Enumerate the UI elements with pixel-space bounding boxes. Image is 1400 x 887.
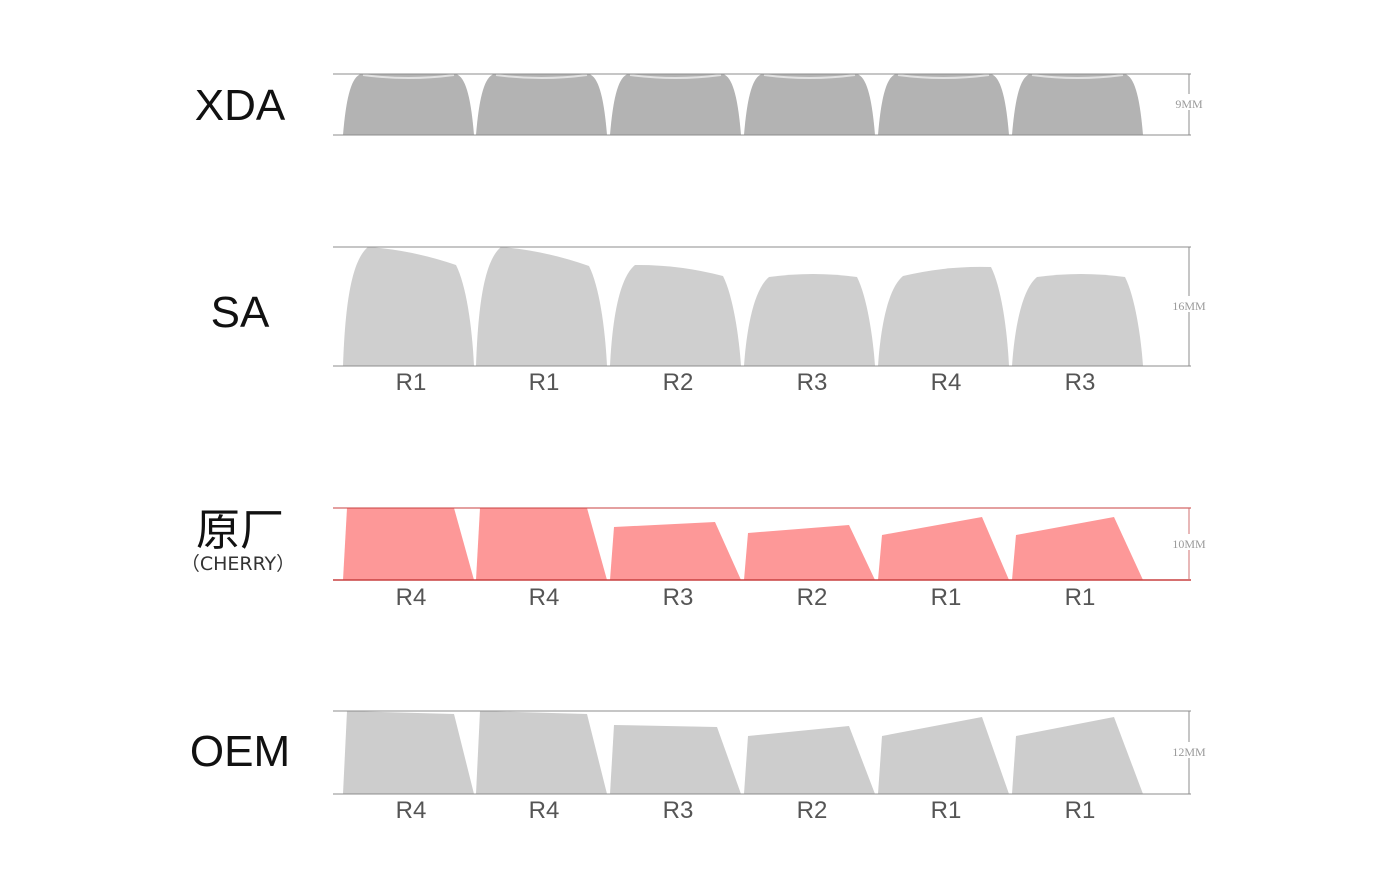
keycap-xda-6 (1012, 74, 1143, 135)
row-label: R3 (663, 797, 694, 824)
keycap-xda-5 (878, 74, 1009, 135)
row-label: R1 (1065, 797, 1096, 824)
row-label: R1 (931, 584, 962, 611)
keycap-cherry-3 (610, 522, 741, 580)
keycap-top-highlight (897, 74, 990, 79)
keycap-top-highlight (495, 74, 588, 79)
profile-xda: XDA 9MM (195, 73, 1203, 136)
keycap-cherry-2 (476, 508, 607, 580)
keycap-oem-6 (1012, 717, 1143, 794)
profile-oem: OEM 12MM R4 R4 R3 R2 R1 R1 (190, 710, 1206, 824)
keycap-xda-4 (744, 74, 875, 135)
keycap-sa-1 (343, 247, 474, 366)
profile-name: 原厂 (196, 506, 284, 555)
profile-name: SA (211, 288, 270, 337)
row-label: R1 (529, 369, 560, 396)
keycap-oem-3 (610, 725, 741, 794)
row-label: R1 (1065, 584, 1096, 611)
row-label: R4 (396, 584, 427, 611)
keycap-sa-5 (878, 266, 1009, 366)
keycap-top-highlight (1031, 74, 1124, 79)
keycap-top-highlight (629, 74, 722, 79)
row-label: R4 (396, 797, 427, 824)
row-label: R3 (797, 369, 828, 396)
keycap-sa-3 (610, 264, 741, 366)
keycap-oem-5 (878, 717, 1009, 794)
height-label: 12MM (1172, 745, 1206, 759)
height-label: 9MM (1175, 97, 1203, 111)
keycap-oem-2 (476, 711, 607, 794)
row-label: R3 (1065, 369, 1096, 396)
profile-name: XDA (195, 81, 286, 130)
keycap-xda-1 (343, 74, 474, 135)
profile-name: OEM (190, 727, 290, 776)
keycap-oem-1 (343, 711, 474, 794)
keycap-xda-2 (476, 74, 607, 135)
keycap-cherry-1 (343, 508, 474, 580)
keycap-cherry-5 (878, 517, 1009, 580)
keycap-cherry-6 (1012, 517, 1143, 580)
row-label: R4 (529, 797, 560, 824)
keycap-sa-4 (744, 274, 875, 366)
keycap-xda-3 (610, 74, 741, 135)
row-label: R1 (931, 797, 962, 824)
profile-subtitle: （CHERRY） (181, 553, 295, 575)
height-label: 16MM (1172, 299, 1206, 313)
row-label: R4 (529, 584, 560, 611)
keycap-sa-6 (1012, 274, 1143, 366)
keycap-oem-4 (744, 726, 875, 794)
row-label: R2 (663, 369, 694, 396)
keycap-cherry-4 (744, 525, 875, 580)
profile-sa: SA 16MM R1 R1 R2 R3 R4 R3 (211, 246, 1206, 396)
row-label: R2 (797, 797, 828, 824)
row-label: R2 (797, 584, 828, 611)
row-label: R4 (931, 369, 962, 396)
row-label: R1 (396, 369, 427, 396)
row-label: R3 (663, 584, 694, 611)
keycap-top-highlight (763, 74, 856, 79)
height-label: 10MM (1172, 537, 1206, 551)
keycap-sa-2 (476, 247, 607, 366)
profile-cherry: 原厂（CHERRY） 10MM R4 R4 R3 R2 R1 R1 (181, 506, 1206, 611)
keycap-top-highlight (362, 74, 455, 79)
